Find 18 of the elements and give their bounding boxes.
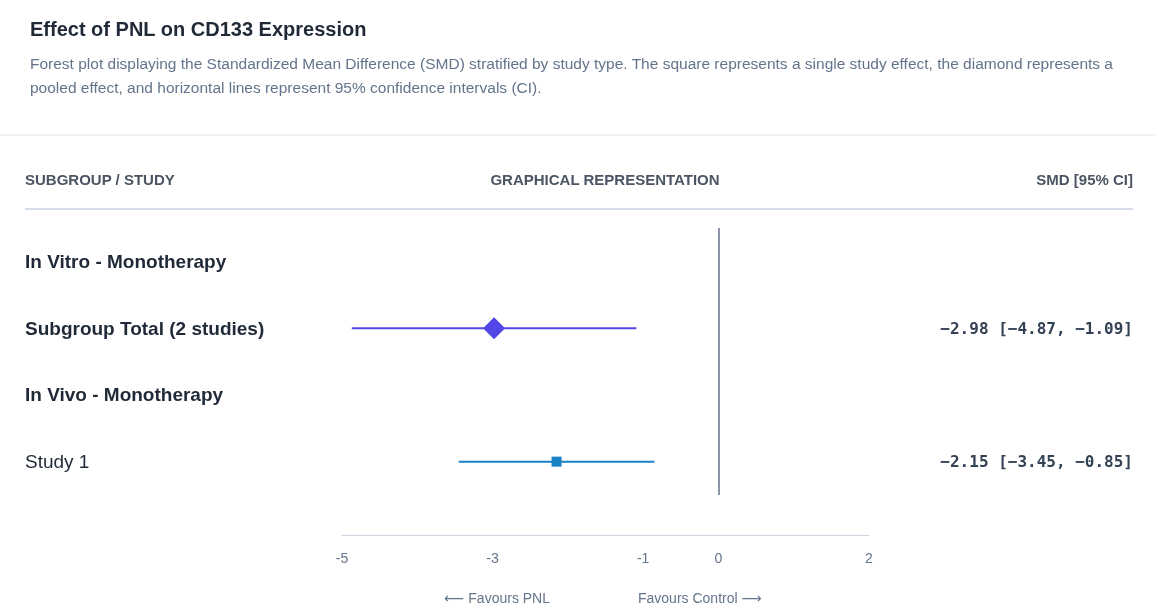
text: SMD [95% CI] — [1036, 171, 1133, 188]
x-tick-label: -1 — [636, 550, 650, 566]
text: ⟵ Favours PNL — [444, 590, 551, 606]
chart-title: Effect of PNL on CD133 Expression — [30, 18, 367, 40]
y-tick-label: In Vitro - Monotherapy — [25, 250, 227, 272]
text: Favours Control ⟶ — [638, 590, 762, 606]
x-tick-label: 2 — [865, 550, 874, 566]
y-tick-label: Study 1 — [25, 451, 90, 473]
x-tick-label: 0 — [714, 550, 723, 566]
x-tick-label: -5 — [335, 550, 349, 566]
text: SUBGROUP / STUDY — [25, 171, 175, 188]
x-tick-label: -3 — [486, 550, 500, 566]
y-tick-label: Subgroup Total (2 studies) — [25, 317, 265, 339]
text: −2.98 [−4.87, −1.09] — [940, 318, 1133, 338]
text: GRAPHICAL REPRESENTATION — [490, 171, 720, 188]
text: −2.15 [−3.45, −0.85] — [940, 452, 1133, 472]
y-tick-label: In Vivo - Monotherapy — [25, 384, 224, 406]
chart-subtitle: Forest plot displaying the Standardized Mean Difference (SMD) stratified by study type. The square represents a single study effect, the diamond represents a pooled effect, and horizontal lines represent 95% confidence intervals (CI). — [30, 54, 1118, 96]
